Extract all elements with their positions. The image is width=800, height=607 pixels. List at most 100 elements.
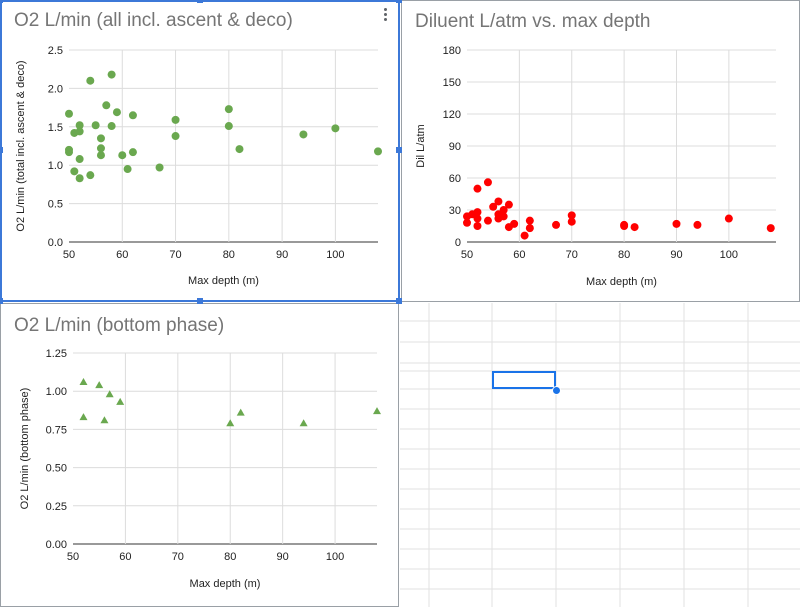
data-point [499, 212, 508, 221]
y-tick-label: 120 [443, 109, 461, 121]
data-point [224, 122, 233, 131]
data-point [171, 132, 180, 141]
data-point [483, 178, 492, 187]
data-point [483, 216, 492, 225]
data-point [75, 121, 84, 130]
y-tick-label: 150 [443, 77, 461, 89]
resize-handle[interactable] [396, 298, 402, 304]
o2-bottom-plot: 0.00 0.25 0.50 0.75 1.00 1.25 50 60 70 80 90 100 Max… [19, 348, 381, 590]
y-tick-label: 1.0 [48, 160, 63, 172]
data-point [96, 134, 105, 143]
resize-handle[interactable] [0, 147, 3, 153]
data-point [91, 121, 100, 130]
data-point [473, 184, 482, 193]
x-tick-label: 80 [618, 249, 630, 261]
o2-all-chart[interactable]: O2 L/min (all incl. ascent & deco) 0.0 0.… [0, 0, 400, 302]
data-point-triangle [105, 390, 114, 398]
data-point [107, 122, 116, 131]
data-point [107, 70, 116, 79]
data-point-triangle [236, 408, 245, 416]
data-point [96, 144, 105, 153]
o2-bottom-chart[interactable]: O2 L/min (bottom phase) 0.00 0.25 0.50 0.75… [0, 303, 399, 607]
y-tick-label: 0.0 [48, 237, 63, 249]
resize-handle[interactable] [197, 298, 203, 304]
active-cell[interactable] [492, 371, 556, 389]
data-point [331, 124, 340, 133]
data-point [630, 223, 639, 232]
data-point [224, 105, 233, 114]
chart-title: O2 L/min (all incl. ascent & deco) [14, 10, 293, 31]
x-tick-label: 80 [223, 249, 235, 261]
data-point [525, 216, 534, 225]
data-point [473, 214, 482, 223]
data-point [65, 109, 73, 118]
data-point [766, 224, 775, 233]
data-point [96, 151, 105, 160]
data-point [567, 217, 576, 226]
y-tick-label: 1.00 [46, 386, 67, 398]
data-point [693, 220, 702, 229]
diluent-chart[interactable]: Diluent L/atm vs. max depth 0 30 60 90 120 15… [401, 0, 800, 302]
data-point [86, 171, 95, 180]
resize-handle[interactable] [396, 0, 402, 3]
data-point-triangle [95, 381, 104, 389]
data-point [620, 222, 629, 230]
y-axis-title: O2 L/min (bottom phase) [19, 388, 31, 510]
data-point [724, 214, 733, 223]
y-tick-label: 0.75 [46, 424, 67, 436]
resize-handle[interactable] [197, 0, 203, 3]
fill-handle[interactable] [552, 386, 561, 395]
data-point [473, 222, 482, 230]
x-tick-label: 70 [172, 551, 184, 563]
x-tick-label: 70 [566, 249, 578, 261]
more-vert-icon[interactable] [382, 6, 388, 26]
y-tick-label: 30 [449, 205, 461, 217]
x-tick-label: 50 [67, 551, 79, 563]
data-point-triangle [79, 413, 88, 421]
data-point [504, 200, 513, 209]
y-tick-label: 0.5 [48, 199, 63, 211]
data-point-triangle [299, 419, 308, 427]
y-tick-label: 0 [455, 237, 461, 249]
data-point [123, 165, 132, 174]
y-tick-label: 60 [449, 173, 461, 185]
data-point [102, 101, 111, 110]
resize-handle[interactable] [396, 147, 402, 153]
y-tick-label: 1.25 [46, 348, 67, 360]
data-point [155, 163, 164, 172]
data-point [70, 167, 79, 176]
data-point [299, 130, 308, 139]
y-axis-title: O2 L/min (total incl. ascent & deco) [15, 60, 27, 231]
o2-all-plot: 0.0 0.5 1.0 1.5 2.0 2.5 50 60 70 80 90 100 Max depth… [15, 45, 382, 287]
x-tick-label: 60 [513, 249, 525, 261]
x-tick-label: 100 [326, 249, 344, 261]
data-point [520, 231, 529, 240]
data-point [494, 197, 503, 206]
data-point-triangle [100, 416, 109, 424]
data-point [499, 206, 508, 214]
data-point [75, 174, 84, 183]
chart-border [401, 0, 800, 302]
resize-handle[interactable] [0, 298, 3, 304]
data-point [489, 202, 498, 211]
data-point-triangle [79, 378, 88, 386]
data-point [672, 219, 681, 228]
data-point [463, 218, 471, 227]
data-point [65, 148, 73, 157]
data-point [128, 111, 137, 120]
x-axis-title: Max depth (m) [190, 578, 261, 590]
x-tick-label: 50 [63, 249, 75, 261]
data-point [112, 108, 121, 117]
x-axis-title: Max depth (m) [586, 276, 657, 288]
diluent-plot: 0 30 60 90 120 150 180 50 60 70 80 90 100 Max depth (… [415, 45, 776, 288]
x-tick-label: 60 [119, 551, 131, 563]
data-point-triangle [373, 407, 381, 415]
data-point [525, 224, 534, 233]
data-point-triangle [116, 397, 125, 405]
chart-border [0, 303, 399, 607]
y-tick-label: 2.0 [48, 83, 63, 95]
y-tick-label: 180 [443, 45, 461, 57]
y-axis-title: Dil L/atm [415, 124, 427, 167]
resize-handle[interactable] [0, 0, 3, 3]
